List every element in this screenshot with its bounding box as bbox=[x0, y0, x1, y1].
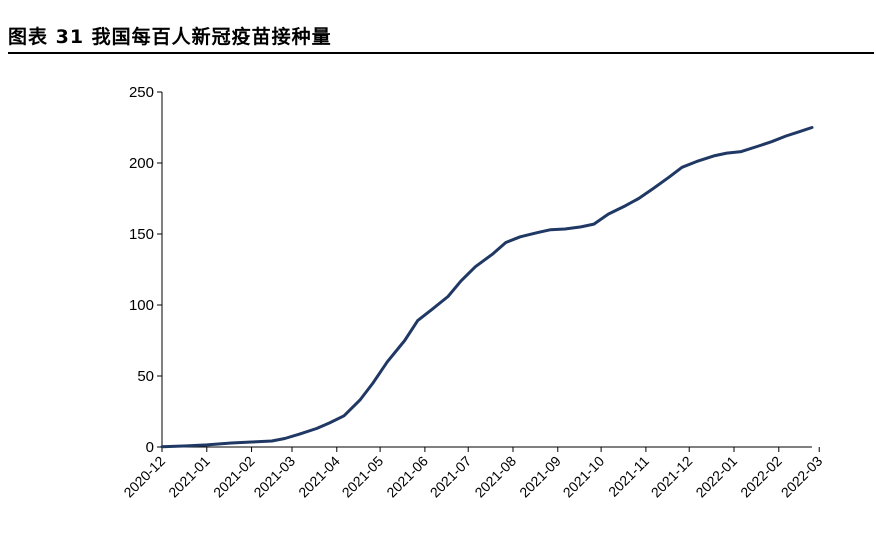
x-tick-label: 2021-08 bbox=[471, 453, 519, 501]
y-tick-label: 250 bbox=[129, 84, 154, 101]
x-tick-label: 2021-07 bbox=[427, 453, 475, 501]
x-tick-label: 2021-09 bbox=[516, 453, 564, 501]
title-rule bbox=[8, 52, 874, 54]
x-tick-label: 2021-10 bbox=[560, 453, 608, 501]
x-tick-label: 2021-01 bbox=[165, 453, 213, 501]
x-tick-label: 2021-11 bbox=[605, 453, 652, 500]
x-tick-label: 2022-01 bbox=[692, 453, 740, 501]
x-tick-label: 2021-02 bbox=[210, 453, 258, 501]
y-tick-label: 50 bbox=[137, 368, 154, 385]
x-tick-label: 2022-02 bbox=[737, 453, 785, 501]
y-tick-label: 150 bbox=[129, 226, 154, 243]
x-tick-label: 2022-03 bbox=[778, 453, 826, 501]
x-tick-label: 2021-03 bbox=[250, 453, 298, 501]
y-tick-label: 0 bbox=[146, 439, 154, 456]
x-tick-label: 2021-12 bbox=[648, 453, 696, 501]
chart-title: 图表 31 我国每百人新冠疫苗接种量 bbox=[8, 26, 332, 48]
series-line bbox=[160, 126, 814, 449]
x-tick-label: 2021-05 bbox=[339, 453, 387, 501]
x-tick-label: 2021-04 bbox=[295, 453, 343, 501]
x-tick-label: 2021-06 bbox=[383, 453, 431, 501]
y-tick-label: 100 bbox=[129, 297, 154, 314]
x-tick-label: 2020-12 bbox=[120, 453, 168, 501]
y-tick-label: 200 bbox=[129, 155, 154, 172]
